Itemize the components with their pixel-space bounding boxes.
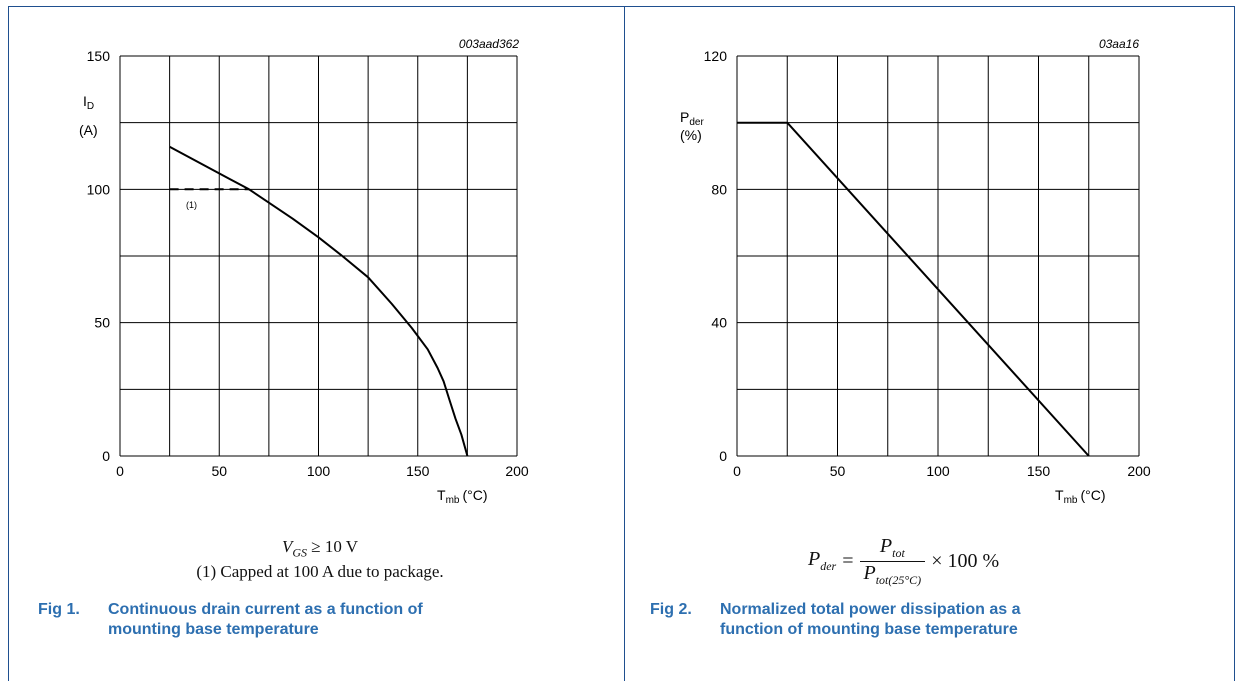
chart-2-y-tick-80: 80 — [711, 181, 727, 197]
figure-1-caption: Fig 1. Continuous drain current as a func… — [38, 600, 608, 640]
chart-2-ticks: 0 50 100 150 200 0 40 80 120 — [704, 48, 1151, 479]
chart-2-x-tick-100: 100 — [926, 463, 950, 479]
chart-1-note-vgs-tail: ≥ 10 V — [307, 537, 359, 556]
chart-2-ylabel-main: P — [680, 109, 689, 125]
chart-1-y-tick-0: 0 — [102, 448, 110, 464]
chart-1-ylabel-main: I — [83, 93, 87, 109]
chart-2: 0 50 100 150 200 0 40 80 120 03aa16 Pder (%) Tmb… — [680, 37, 1151, 506]
chart-2-x-tick-50: 50 — [830, 463, 846, 479]
formula-den-sub: tot(25°C) — [875, 572, 922, 587]
chart-2-series-1-line — [737, 121, 1090, 457]
frame-top-border — [8, 6, 1235, 7]
figure-1-caption-line2: mounting base temperature — [108, 621, 319, 638]
chart-1-ylabel-unit: (A) — [79, 122, 98, 138]
chart-1-annotation-1: (1) — [186, 200, 197, 210]
chart-2-series — [737, 121, 1090, 457]
chart-1-code: 003aad362 — [459, 37, 519, 51]
chart-1-xlabel-main: T — [437, 487, 446, 503]
chart-1-series-1-line — [169, 145, 469, 457]
chart-1-x-tick-100: 100 — [307, 463, 331, 479]
formula-fraction: Ptot Ptot(25°C) — [859, 535, 926, 588]
figure-1-caption-line1: Continuous drain current as a function o… — [108, 601, 423, 618]
formula-tail: × 100 % — [931, 549, 1000, 572]
formula-num-main: P — [879, 534, 893, 557]
chart-2-y-tick-0: 0 — [719, 448, 727, 464]
chart-2-xlabel-main: T — [1055, 487, 1064, 503]
chart-2-code: 03aa16 — [1099, 37, 1139, 51]
chart-1-x-tick-0: 0 — [116, 463, 124, 479]
formula-den-main: P — [863, 561, 876, 584]
formula-lhs-sub: der — [820, 559, 837, 573]
chart-1-ylabel: ID — [83, 93, 94, 112]
figure-2-number: Fig 2. — [650, 601, 692, 618]
chart-2-xlabel-sub: mb — [1064, 495, 1078, 506]
formula-numerator: Ptot — [876, 535, 909, 561]
chart-2-ylabel-unit: (%) — [680, 127, 702, 143]
formula-num-sub: tot — [892, 545, 905, 560]
chart-2-xlabel-unit: (°C) — [1080, 487, 1105, 503]
chart-2-grid — [736, 55, 1140, 457]
chart-1-x-tick-200: 200 — [505, 463, 529, 479]
frame-divider — [624, 6, 625, 681]
chart-2-y-tick-120: 120 — [704, 48, 728, 64]
chart-1-ylabel-sub: D — [87, 101, 94, 112]
chart-1-xlabel-unit: (°C) — [462, 487, 487, 503]
figure-2-caption-line2: function of mounting base temperature — [720, 621, 1018, 638]
chart-1-y-tick-50: 50 — [94, 315, 110, 331]
chart-1-ticks: 0 50 100 150 200 0 50 100 150 — [87, 48, 529, 479]
chart-2-x-tick-0: 0 — [733, 463, 741, 479]
chart-1-note-vgs: VGS ≥ 10 V — [120, 537, 520, 560]
formula-equals: = — [842, 549, 854, 572]
chart-2-formula: Pder = Ptot Ptot(25°C) × 100 % — [808, 533, 999, 589]
frame-left-border — [8, 6, 9, 681]
formula-lhs: Pder — [808, 548, 836, 574]
chart-1-x-tick-50: 50 — [211, 463, 227, 479]
chart-2-xlabel: Tmb (°C) — [1055, 487, 1106, 506]
chart-1-note-vgs-sub: GS — [292, 545, 307, 560]
chart-1-series — [169, 145, 469, 457]
figure-2-caption: Fig 2. Normalized total power dissipation… — [650, 600, 1220, 640]
chart-1-x-tick-150: 150 — [406, 463, 430, 479]
figure-1-number: Fig 1. — [38, 601, 80, 618]
chart-1-y-tick-150: 150 — [87, 48, 111, 64]
chart-1: 0 50 100 150 200 0 50 100 150 003aad362 ID (A) T… — [79, 37, 529, 506]
chart-1-y-tick-100: 100 — [87, 181, 111, 197]
chart-2-ylabel: Pder — [680, 109, 704, 128]
frame-right-border — [1234, 6, 1235, 681]
figure-2-caption-line1: Normalized total power dissipation as a — [720, 601, 1021, 618]
formula-denominator: Ptot(25°C) — [859, 560, 926, 588]
chart-2-x-tick-150: 150 — [1027, 463, 1051, 479]
chart-2-y-tick-40: 40 — [711, 315, 727, 331]
chart-2-x-tick-200: 200 — [1127, 463, 1151, 479]
chart-1-xlabel-sub: mb — [446, 495, 460, 506]
chart-1-xlabel: Tmb (°C) — [437, 487, 488, 506]
chart-1-note-cap: (1) Capped at 100 A due to package. — [196, 562, 444, 581]
chart-1-note-vgs-main: V — [281, 537, 293, 556]
chart-1-grid — [119, 55, 518, 457]
chart-2-ylabel-sub: der — [689, 117, 704, 128]
formula-lhs-main: P — [808, 548, 821, 570]
